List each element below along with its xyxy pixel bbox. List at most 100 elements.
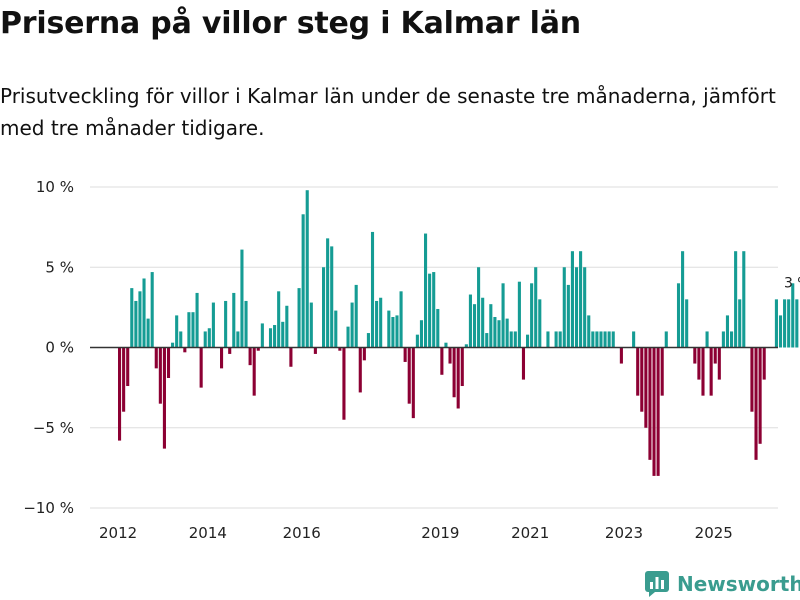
bar [305,190,309,348]
bar [481,297,485,348]
bars [118,190,799,476]
x-tick-label: 2016 [283,524,321,542]
bar [534,267,538,348]
bar [428,273,432,348]
bar [497,320,501,348]
bar [346,326,350,348]
bar [452,347,456,398]
bar-chart: 10 % 5 % 0 % −5 % −10 % 2012 2014 2016 2019 2021… [23,178,800,542]
bar [546,331,550,348]
bar [183,347,187,353]
bar [632,331,636,348]
bar [656,347,660,476]
bar [477,267,481,348]
bar [681,251,685,348]
bar [472,304,477,348]
bar [334,310,338,348]
bar [705,331,709,348]
bar [224,300,228,348]
bar [268,328,273,348]
bar [362,347,366,361]
bar [619,347,623,364]
x-tick-label: 2019 [421,524,459,542]
bar [517,281,521,348]
bar [273,325,277,348]
bar [399,291,403,348]
bar [150,272,154,348]
bar [350,302,354,348]
bar [444,342,448,348]
bar [489,304,493,348]
bar [725,315,730,348]
bar [179,331,183,348]
bar [538,299,542,348]
bar [505,318,509,348]
bar [697,347,701,380]
bar [709,347,713,396]
bar [717,347,721,380]
bar [395,315,399,348]
bar [326,238,330,348]
y-axis-ticks: 10 % 5 % 0 % −5 % −10 % [23,178,74,517]
bar [464,344,468,348]
bar [579,251,583,348]
bar [554,331,558,348]
bar [595,331,599,348]
bar [146,318,150,348]
y-tick-label: −5 % [33,419,74,437]
bar [701,347,705,396]
bar [289,347,293,367]
bar [562,267,566,348]
bar [407,347,411,404]
bar [644,347,648,428]
y-tick-label: 5 % [45,258,74,276]
bar [187,312,191,348]
page-title: Priserna på villor steg i Kalmar län [0,6,581,41]
bar [762,347,766,380]
bar [297,288,301,348]
bar [118,347,122,441]
bar [750,347,754,412]
bar [787,299,791,348]
bar [676,283,681,348]
bar [636,347,640,396]
bar-chart-logo-icon [645,571,669,597]
bar [424,233,428,348]
bar [468,294,472,348]
gridlines [90,186,778,509]
bar [509,331,513,348]
bar [436,308,440,348]
bar [191,312,195,348]
bar [660,347,664,396]
bar [370,231,375,348]
bar [330,246,334,348]
bar [611,331,615,348]
bar [754,347,758,460]
bar [693,347,697,364]
bar [713,347,717,364]
bar [501,283,505,348]
bar [411,347,415,419]
bar [154,347,158,369]
bar [456,347,460,409]
x-tick-label: 2014 [189,524,227,542]
bar [166,347,171,378]
bar [342,347,346,420]
bar [130,288,134,348]
bar [338,347,342,351]
bar [256,347,260,351]
bar [309,302,313,348]
bar [721,331,725,348]
bar [203,331,207,348]
bar [138,291,142,348]
bar [574,267,579,348]
bar [403,347,407,362]
bar [387,310,391,348]
bar [322,267,326,348]
bar [281,321,285,348]
x-tick-label: 2023 [605,524,643,542]
bar [277,291,281,348]
bar [375,300,379,348]
bar [252,347,256,396]
bar [685,299,689,348]
